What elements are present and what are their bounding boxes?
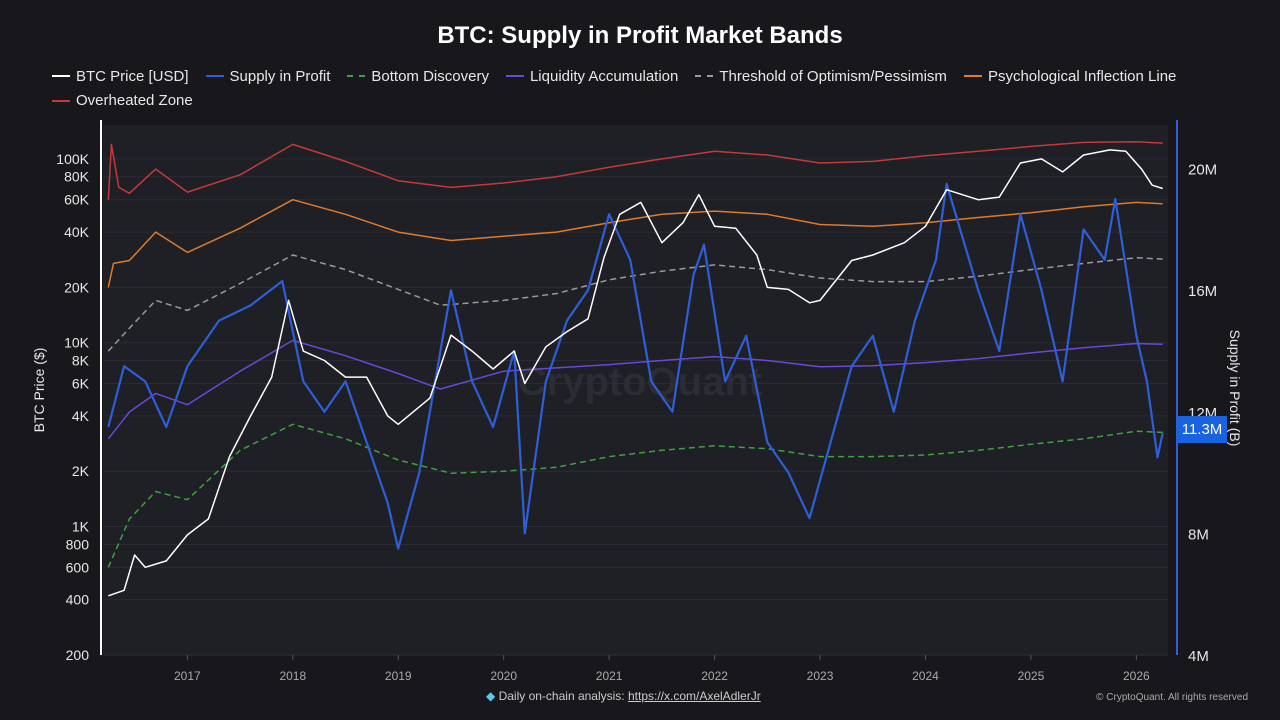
legend-swatch <box>52 75 70 77</box>
x-tick-label: 2024 <box>912 669 939 683</box>
y-left-axis-label: BTC Price ($) <box>31 348 47 433</box>
y-left-tick-label: 100K <box>56 151 89 167</box>
y-left-tick-label: 200 <box>66 647 90 663</box>
y-left-tick-label: 800 <box>66 536 90 552</box>
series-btc-price-usd- <box>108 149 1163 597</box>
y-right-tick-label: 16M <box>1188 283 1217 300</box>
x-tick-label: 2017 <box>174 669 201 683</box>
y-left-tick-label: 4K <box>72 408 90 424</box>
legend-label: Liquidity Accumulation <box>529 67 679 85</box>
legend-swatch <box>963 75 982 77</box>
legend-swatch <box>52 99 70 102</box>
current-value-badge: 11.3M <box>1177 416 1227 443</box>
y-right-tick-label: 8M <box>1188 526 1209 543</box>
y-left-tick-label: 20K <box>64 279 90 295</box>
legend-label: Overheated Zone <box>76 92 193 109</box>
y-left-tick-label: 2K <box>72 463 90 479</box>
footer-link[interactable]: https://x.com/AxelAdlerJr <box>627 689 761 703</box>
y-left-tick-label: 40K <box>64 224 90 240</box>
legend-label: Threshold of Optimism/Pessimism <box>719 67 947 85</box>
legend-swatch <box>205 75 224 77</box>
y-left-tick-label: 10K <box>64 335 90 351</box>
legend-item[interactable]: Overheated Zone <box>52 90 193 111</box>
x-tick-label: 2025 <box>1018 669 1045 683</box>
y-left-tick-label: 80K <box>64 169 90 185</box>
series-supply-in-profit <box>107 182 1164 550</box>
legend-swatch <box>505 75 524 77</box>
legend-label: Supply in Profit <box>229 67 331 85</box>
y-left-tick-label: 60K <box>64 192 90 208</box>
plot-area <box>103 125 1168 655</box>
y-left-tick-label: 600 <box>66 559 90 575</box>
legend-item[interactable]: Psychological Inflection Line <box>963 66 1177 87</box>
series-bottom-discovery <box>107 423 1163 568</box>
y-left-tick-label: 1K <box>72 519 90 535</box>
diamond-icon: ◆ <box>486 689 496 703</box>
y-right-axis-label: Supply in Profit (B) <box>1227 330 1243 447</box>
legend-label: BTC Price [USD] <box>76 67 189 85</box>
y-right-tick-label: 20M <box>1188 162 1217 179</box>
series-overheated-zone <box>107 141 1163 200</box>
legend-item[interactable]: Threshold of Optimism/Pessimism <box>695 66 947 87</box>
x-tick-label: 2020 <box>490 669 517 683</box>
footer-text: Daily on-chain analysis: <box>498 689 625 703</box>
legend-item[interactable]: BTC Price [USD] <box>52 66 189 87</box>
legend-item[interactable]: Liquidity Accumulation <box>505 66 679 87</box>
series-psychological-inflection-line <box>107 198 1163 288</box>
copyright: © CryptoQuant. All rights reserved <box>1096 692 1248 703</box>
y-right-tick-label: 4M <box>1188 648 1209 665</box>
y-left-tick-label: 8K <box>72 353 90 369</box>
legend-label: Psychological Inflection Line <box>987 67 1177 85</box>
footer-analysis: ◆ Daily on-chain analysis: https://x.com… <box>486 689 761 703</box>
chart-title: BTC: Supply in Profit Market Bands <box>437 22 843 49</box>
series-threshold-of-optimism-pessimism <box>107 254 1163 352</box>
x-tick-label: 2018 <box>279 669 306 683</box>
series-liquidity-accumulation <box>107 339 1163 440</box>
legend: BTC Price [USD] Supply in Profit Bottom Di… <box>52 62 1252 111</box>
legend-item[interactable]: Supply in Profit <box>205 66 331 87</box>
legend-label: Bottom Discovery <box>371 67 489 85</box>
x-tick-label: 2019 <box>385 669 412 683</box>
legend-swatch <box>695 75 714 77</box>
x-tick-label: 2022 <box>701 669 728 683</box>
y-left-tick-label: 6K <box>72 376 90 392</box>
x-tick-label: 2023 <box>807 669 834 683</box>
x-tick-label: 2021 <box>596 669 623 683</box>
legend-item[interactable]: Bottom Discovery <box>347 66 489 87</box>
legend-swatch <box>347 75 366 77</box>
x-tick-label: 2026 <box>1123 669 1150 683</box>
y-left-tick-label: 400 <box>66 592 90 608</box>
